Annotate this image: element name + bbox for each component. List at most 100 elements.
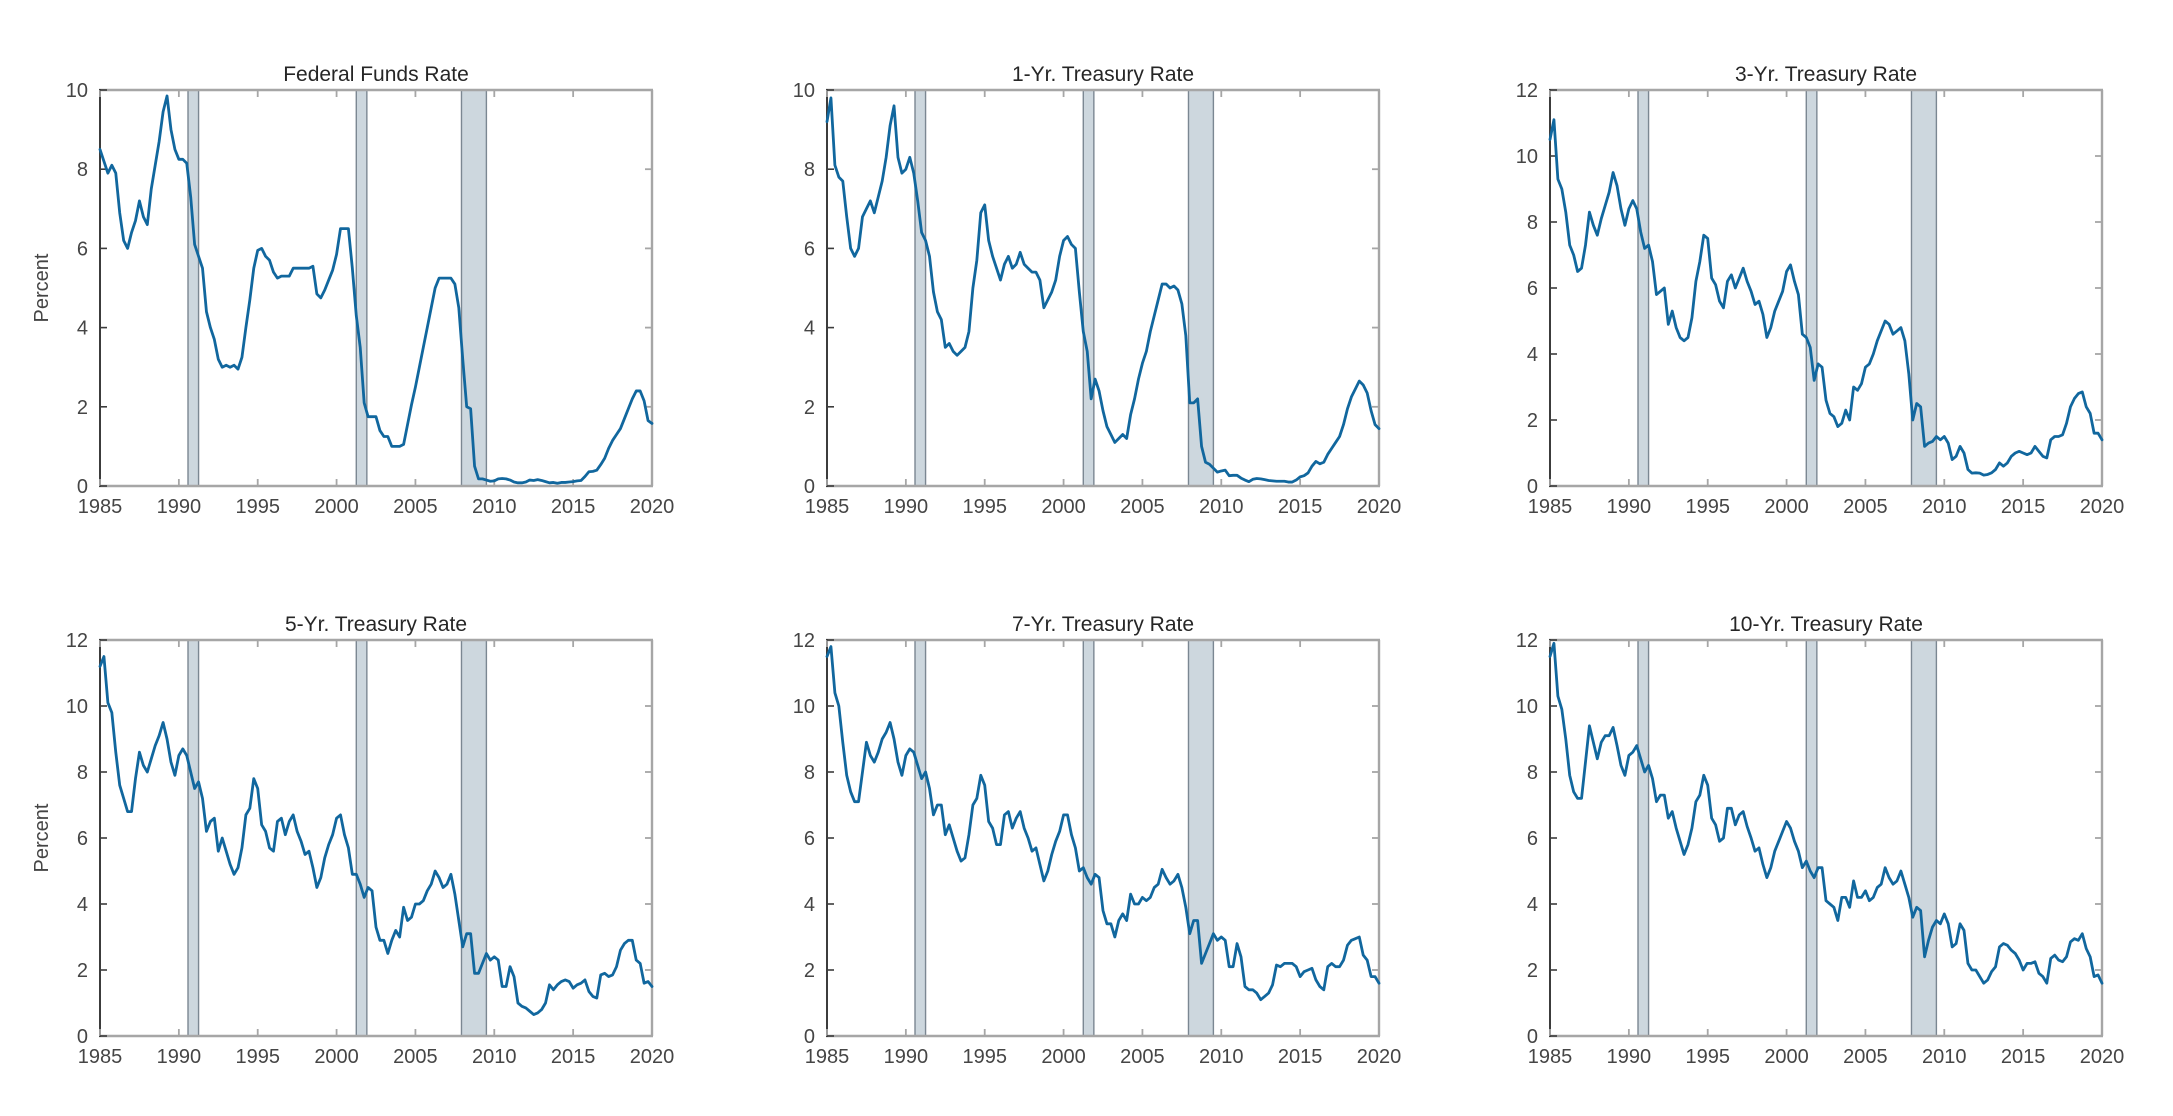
y-tick-label: 4 (804, 894, 815, 916)
y-tick-label: 12 (793, 630, 815, 652)
recession-band (1911, 640, 1937, 1036)
x-tick-label: 2015 (551, 496, 596, 518)
y-tick-label: 8 (77, 762, 88, 784)
y-tick-label: 6 (77, 828, 88, 850)
x-tick-label: 1985 (805, 1046, 850, 1068)
y-tick-label: 8 (804, 159, 815, 181)
chart-title: 7-Yr. Treasury Rate (1012, 613, 1194, 636)
x-tick-label: 2005 (393, 496, 438, 518)
y-tick-label: 0 (804, 1026, 815, 1048)
chart-title: 5-Yr. Treasury Rate (285, 613, 467, 636)
recession-band (1188, 90, 1214, 486)
x-tick-label: 1995 (962, 1046, 1007, 1068)
recession-band (356, 90, 367, 486)
y-tick-label: 2 (77, 397, 88, 419)
y-tick-label: 6 (804, 238, 815, 260)
x-tick-label: 2010 (1922, 1046, 1967, 1068)
x-tick-label: 2005 (1120, 1046, 1165, 1068)
y-tick-label: 6 (1527, 278, 1538, 300)
rate-series-line (1548, 641, 2104, 985)
y-tick-label: 10 (793, 80, 815, 102)
x-tick-label: 2000 (314, 1046, 359, 1068)
y-tick-label: 10 (66, 696, 88, 718)
x-tick-label: 1995 (235, 1046, 280, 1068)
y-tick-label: 0 (804, 476, 815, 498)
x-tick-label: 2000 (314, 496, 359, 518)
y-tick-label: 4 (77, 318, 88, 340)
x-tick-label: 1990 (884, 496, 929, 518)
y-tick-label: 0 (77, 1026, 88, 1048)
x-tick-label: 2020 (2080, 1046, 2125, 1068)
x-tick-label: 2020 (1357, 1046, 1402, 1068)
x-tick-label: 2005 (1120, 496, 1165, 518)
recession-band (1083, 90, 1094, 486)
chart-title: 10-Yr. Treasury Rate (1729, 613, 1923, 636)
x-tick-label: 2010 (472, 1046, 517, 1068)
x-tick-label: 2000 (1764, 1046, 1809, 1068)
chart-10-yr-treasury-rate: 1985 1990 1995 2000 2005 2010 2015 2020 0 2 4 6 8 10 1… (1516, 613, 2125, 1068)
x-tick-label: 1985 (1528, 496, 1573, 518)
x-tick-label: 1995 (1685, 496, 1730, 518)
x-tick-label: 2020 (630, 1046, 675, 1068)
chart-title: 3-Yr. Treasury Rate (1735, 63, 1917, 86)
recession-band (1806, 640, 1817, 1036)
y-tick-label: 6 (77, 238, 88, 260)
rate-series-line (1548, 118, 2104, 477)
recession-band (915, 640, 926, 1036)
recession-band (1188, 640, 1214, 1036)
x-tick-label: 1985 (1528, 1046, 1573, 1068)
x-tick-label: 1995 (235, 496, 280, 518)
y-tick-label: 10 (1516, 696, 1538, 718)
recession-band (1638, 640, 1649, 1036)
x-tick-label: 2020 (1357, 496, 1402, 518)
x-tick-label: 2020 (2080, 496, 2125, 518)
y-tick-label: 4 (804, 318, 815, 340)
y-tick-label: 2 (77, 960, 88, 982)
x-tick-label: 1990 (884, 1046, 929, 1068)
x-tick-label: 2000 (1041, 1046, 1086, 1068)
x-tick-label: 2020 (630, 496, 675, 518)
y-tick-label: 8 (804, 762, 815, 784)
y-tick-label: 4 (1527, 344, 1538, 366)
recession-band (188, 640, 199, 1036)
x-tick-label: 2015 (551, 1046, 596, 1068)
y-tick-label: 2 (804, 397, 815, 419)
y-axis-label: Percent (31, 803, 53, 872)
recession-band (188, 90, 199, 486)
y-tick-label: 10 (793, 696, 815, 718)
y-tick-label: 6 (1527, 828, 1538, 850)
x-tick-label: 2000 (1041, 496, 1086, 518)
x-tick-label: 1990 (1607, 496, 1652, 518)
rate-series-line (825, 96, 1381, 484)
x-tick-label: 2015 (1278, 496, 1323, 518)
y-tick-label: 12 (1516, 80, 1538, 102)
y-tick-label: 6 (804, 828, 815, 850)
x-tick-label: 2015 (2001, 496, 2046, 518)
recession-band (1638, 90, 1649, 486)
y-tick-label: 10 (1516, 146, 1538, 168)
chart-federal-funds-rate: 1985 1990 1995 2000 2005 2010 2015 2020 0 2 4 6 8 10 F… (31, 63, 674, 518)
recession-band (1806, 90, 1817, 486)
x-tick-label: 1990 (157, 1046, 202, 1068)
y-tick-label: 0 (77, 476, 88, 498)
y-tick-label: 2 (1527, 960, 1538, 982)
recession-band (461, 90, 487, 486)
y-tick-label: 8 (1527, 212, 1538, 234)
y-axis-label: Percent (31, 253, 53, 322)
rate-series-line (98, 655, 654, 1016)
y-tick-label: 12 (1516, 630, 1538, 652)
rate-series-line (98, 94, 654, 485)
x-tick-label: 2010 (1199, 496, 1244, 518)
chart-3-yr-treasury-rate: 1985 1990 1995 2000 2005 2010 2015 2020 0 2 4 6 8 10 1… (1516, 63, 2125, 518)
x-tick-label: 1990 (157, 496, 202, 518)
x-tick-label: 2015 (2001, 1046, 2046, 1068)
y-tick-label: 2 (1527, 410, 1538, 432)
x-tick-label: 2005 (1843, 496, 1888, 518)
y-tick-label: 2 (804, 960, 815, 982)
x-tick-label: 2005 (1843, 1046, 1888, 1068)
y-tick-label: 4 (77, 894, 88, 916)
rate-series-line (825, 645, 1381, 1002)
x-tick-label: 1985 (78, 496, 123, 518)
